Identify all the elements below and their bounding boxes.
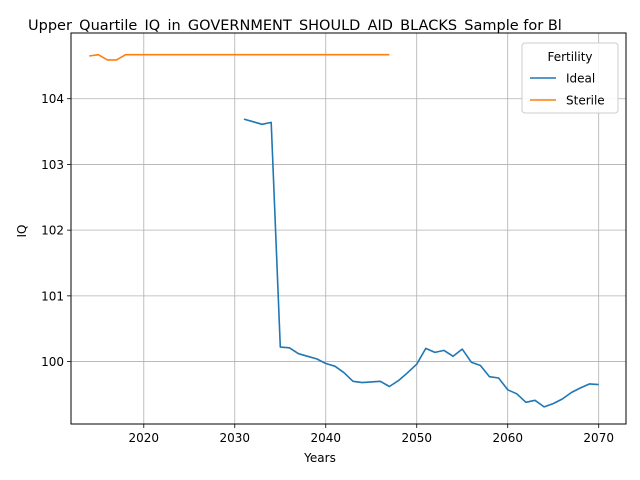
x-tick-label: 2050 xyxy=(401,431,432,445)
y-tick-label: 101 xyxy=(41,289,64,303)
series-line-ideal xyxy=(243,118,599,408)
series-line-sterile xyxy=(89,53,390,61)
y-axis-label: IQ xyxy=(15,225,29,238)
y-tick-label: 104 xyxy=(41,92,64,106)
x-tick-label: 2070 xyxy=(583,431,614,445)
chart-title: Upper_Quartile_IQ_in_GOVERNMENT_SHOULD_A… xyxy=(28,18,562,34)
x-tick-label: 2040 xyxy=(310,431,341,445)
x-axis-label: Years xyxy=(303,451,336,465)
legend-entries: Ideal Sterile xyxy=(530,72,605,108)
x-tick-label: 2020 xyxy=(129,431,160,445)
x-tick-label: 2060 xyxy=(492,431,523,445)
x-tick-label: 2030 xyxy=(219,431,250,445)
legend-box xyxy=(521,42,619,114)
legend-label-ideal: Ideal xyxy=(566,72,595,86)
x-axis-ticks: 2020 2030 2040 2050 2060 2070 xyxy=(129,424,614,445)
series-layer xyxy=(89,53,599,408)
plot-frame xyxy=(70,32,627,425)
legend-title: Fertility xyxy=(547,50,592,64)
legend-label-sterile: Sterile xyxy=(566,94,605,108)
y-tick-label: 100 xyxy=(41,355,64,369)
y-tick-label: 103 xyxy=(41,158,64,172)
y-axis-ticks: 100 101 102 103 104 xyxy=(41,92,71,369)
legend: Fertility Ideal Sterile xyxy=(521,42,619,114)
y-tick-label: 102 xyxy=(41,224,64,238)
